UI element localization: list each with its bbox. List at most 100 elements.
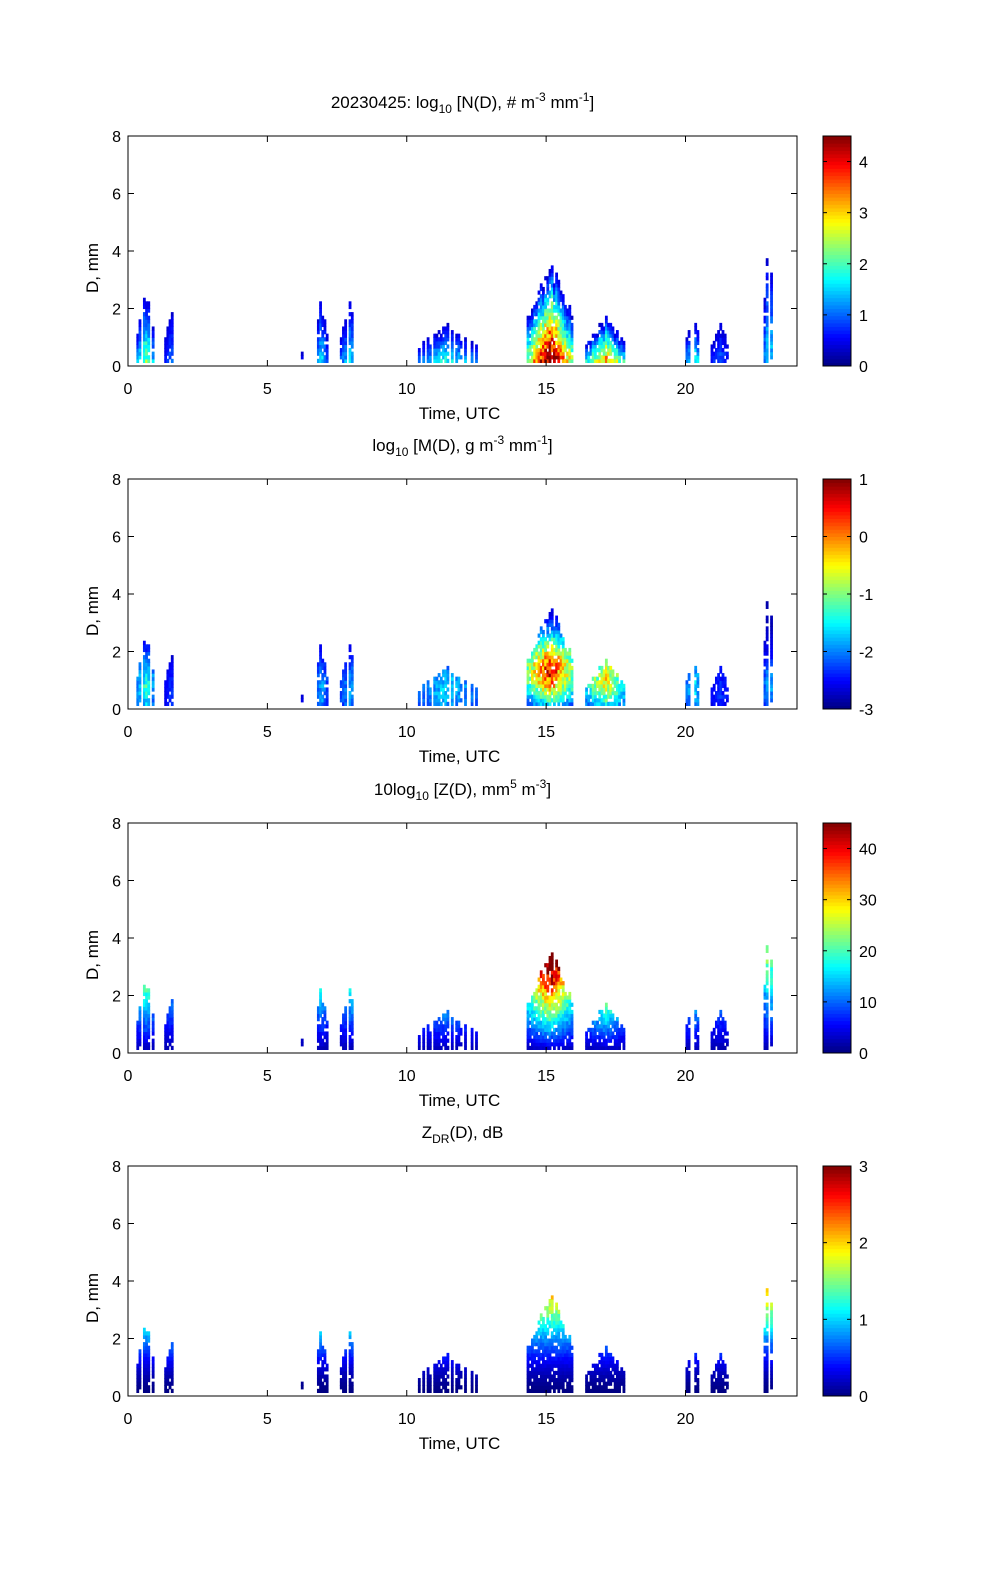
x-tick-label: 20 — [677, 724, 695, 741]
heatmap-cell — [548, 1352, 552, 1358]
heatmap-cell — [604, 662, 608, 667]
heatmap-cell — [455, 1378, 459, 1383]
heatmap-cell — [526, 1042, 530, 1047]
heatmap-cell — [550, 1013, 554, 1018]
heatmap-cell — [602, 344, 606, 349]
heatmap-cell — [147, 1385, 151, 1390]
heatmap-cell — [710, 1045, 714, 1051]
heatmap-cell — [535, 301, 539, 306]
heatmap-cell — [342, 1024, 345, 1029]
heatmap-cell — [696, 1038, 700, 1043]
heatmap-cell — [147, 301, 151, 306]
heatmap-cell — [770, 1038, 773, 1043]
heatmap-cell — [568, 1374, 572, 1379]
heatmap-cell — [546, 283, 550, 288]
heatmap-cell — [566, 687, 570, 692]
heatmap-cell — [546, 626, 550, 631]
heatmap-cell — [765, 601, 769, 606]
heatmap-cell — [557, 1006, 561, 1011]
colorbar-segment — [823, 683, 851, 688]
heatmap-cell — [531, 673, 534, 678]
heatmap-cell — [566, 1017, 570, 1022]
colorbar-segment — [823, 1334, 851, 1339]
heatmap-cell — [620, 1370, 624, 1376]
heatmap-cell — [763, 351, 767, 356]
heatmap-cell — [548, 358, 552, 364]
colorbar-tick-label: -1 — [859, 587, 873, 604]
heatmap-cell — [542, 1367, 545, 1372]
heatmap-cell — [450, 1024, 454, 1029]
heatmap-cell — [548, 683, 552, 689]
title-text: mm — [546, 93, 579, 112]
heatmap-cell — [319, 1027, 322, 1033]
heatmap-cell — [151, 669, 155, 674]
heatmap-cell — [455, 1363, 459, 1368]
heatmap-cell — [535, 1363, 539, 1368]
colorbar-segment — [823, 1367, 851, 1372]
heatmap-cell — [300, 698, 304, 703]
heatmap-cell — [439, 683, 443, 689]
heatmap-cell — [426, 344, 430, 349]
heatmap-cell — [717, 1360, 720, 1365]
heatmap-cell — [570, 1385, 574, 1390]
heatmap-cell — [557, 984, 561, 989]
heatmap-cell — [323, 1367, 327, 1372]
colorbar-segment — [823, 894, 851, 899]
heatmap-cell — [566, 1038, 570, 1043]
heatmap-cell — [604, 658, 608, 663]
heatmap-cell — [561, 1027, 565, 1033]
heatmap-cell — [602, 337, 606, 342]
heatmap-cell — [548, 1024, 552, 1029]
heatmap-cell — [561, 1352, 565, 1358]
heatmap-cell — [168, 665, 172, 671]
heatmap-cell — [300, 1381, 304, 1386]
heatmap-cell — [464, 1388, 467, 1394]
heatmap-cell — [446, 326, 450, 331]
heatmap-cell — [433, 1035, 437, 1040]
heatmap-cell — [694, 340, 698, 346]
heatmap-cell — [435, 683, 439, 689]
heatmap-cell — [542, 1035, 545, 1040]
heatmap-cell — [763, 1385, 767, 1390]
colorbar-tick-label: 2 — [859, 1236, 868, 1253]
heatmap-cell — [537, 984, 541, 989]
heatmap-cell — [300, 1385, 304, 1390]
heatmap-cell — [164, 701, 168, 707]
x-tick-label: 0 — [124, 724, 133, 741]
heatmap-cell — [765, 1331, 769, 1336]
heatmap-cell — [546, 673, 550, 678]
heatmap-cell — [457, 676, 461, 681]
heatmap-cell — [618, 358, 621, 364]
heatmap-cell — [323, 1017, 327, 1022]
panel-n: 20230425: log10 [N(D), # m-3 mm-1]0 5 10 15… — [83, 90, 868, 423]
x-tick-label: 15 — [537, 724, 555, 741]
heatmap-cell — [464, 355, 467, 360]
heatmap-cell — [542, 294, 545, 299]
heatmap-cell — [559, 698, 563, 703]
heatmap-cell — [542, 1020, 545, 1025]
heatmap-cell — [136, 333, 140, 338]
heatmap-cell — [685, 687, 689, 692]
heatmap-cell — [770, 1024, 773, 1029]
heatmap-cell — [553, 348, 556, 353]
heatmap-cell — [566, 337, 570, 342]
heatmap-cell — [533, 308, 537, 313]
heatmap-cell — [719, 683, 723, 689]
heatmap-cell — [138, 1352, 142, 1358]
heatmap-cell — [323, 319, 327, 324]
heatmap-cell — [542, 286, 545, 292]
heatmap-cell — [450, 691, 454, 696]
heatmap-cell — [546, 995, 550, 1000]
heatmap-cell — [555, 1327, 559, 1332]
heatmap-cell — [602, 680, 606, 685]
heatmap-cell — [564, 669, 567, 674]
heatmap-cell — [531, 322, 534, 328]
heatmap-cell — [542, 1360, 545, 1365]
heatmap-cell — [145, 1378, 148, 1383]
heatmap-cell — [765, 1363, 769, 1368]
heatmap-cell — [422, 1045, 426, 1051]
heatmap-cell — [535, 1035, 539, 1040]
heatmap-cell — [602, 1370, 606, 1376]
heatmap-cell — [546, 640, 550, 645]
colorbar-segment — [823, 558, 851, 563]
